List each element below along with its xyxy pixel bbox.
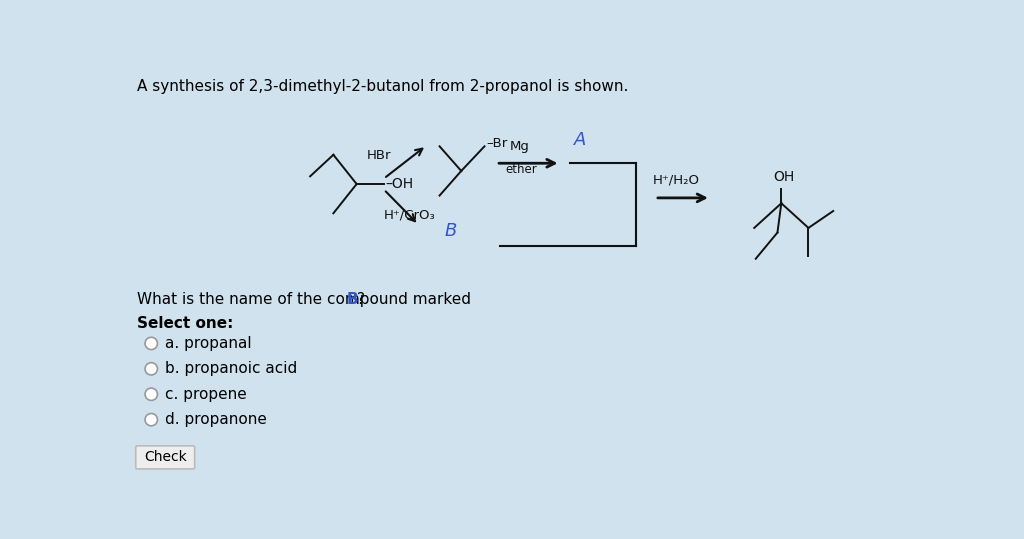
Text: HBr: HBr xyxy=(367,149,391,162)
Text: A: A xyxy=(573,132,586,149)
Text: What is the name of the compound marked: What is the name of the compound marked xyxy=(137,292,476,307)
Circle shape xyxy=(145,337,158,350)
Text: A synthesis of 2,3-dimethyl-2-butanol from 2-propanol is shown.: A synthesis of 2,3-dimethyl-2-butanol fr… xyxy=(137,79,629,94)
Text: a. propanal: a. propanal xyxy=(165,336,252,351)
Text: ether: ether xyxy=(506,163,538,176)
Text: Select one:: Select one: xyxy=(137,316,233,331)
Text: Mg: Mg xyxy=(509,140,529,153)
Text: H⁺/H₂O: H⁺/H₂O xyxy=(652,174,699,186)
Text: B: B xyxy=(444,222,457,240)
Text: Check: Check xyxy=(143,451,186,465)
Text: H⁺/CrO₃: H⁺/CrO₃ xyxy=(384,209,435,222)
Text: –OH: –OH xyxy=(385,177,414,191)
Text: OH: OH xyxy=(773,170,795,184)
Text: d. propanone: d. propanone xyxy=(165,412,267,427)
Text: b. propanoic acid: b. propanoic acid xyxy=(165,361,297,376)
Circle shape xyxy=(145,388,158,400)
Text: B: B xyxy=(346,292,358,307)
Circle shape xyxy=(145,363,158,375)
Text: ?: ? xyxy=(356,292,365,307)
Text: c. propene: c. propene xyxy=(165,387,247,402)
Circle shape xyxy=(145,413,158,426)
FancyBboxPatch shape xyxy=(136,446,195,469)
Text: –Br: –Br xyxy=(486,137,507,150)
